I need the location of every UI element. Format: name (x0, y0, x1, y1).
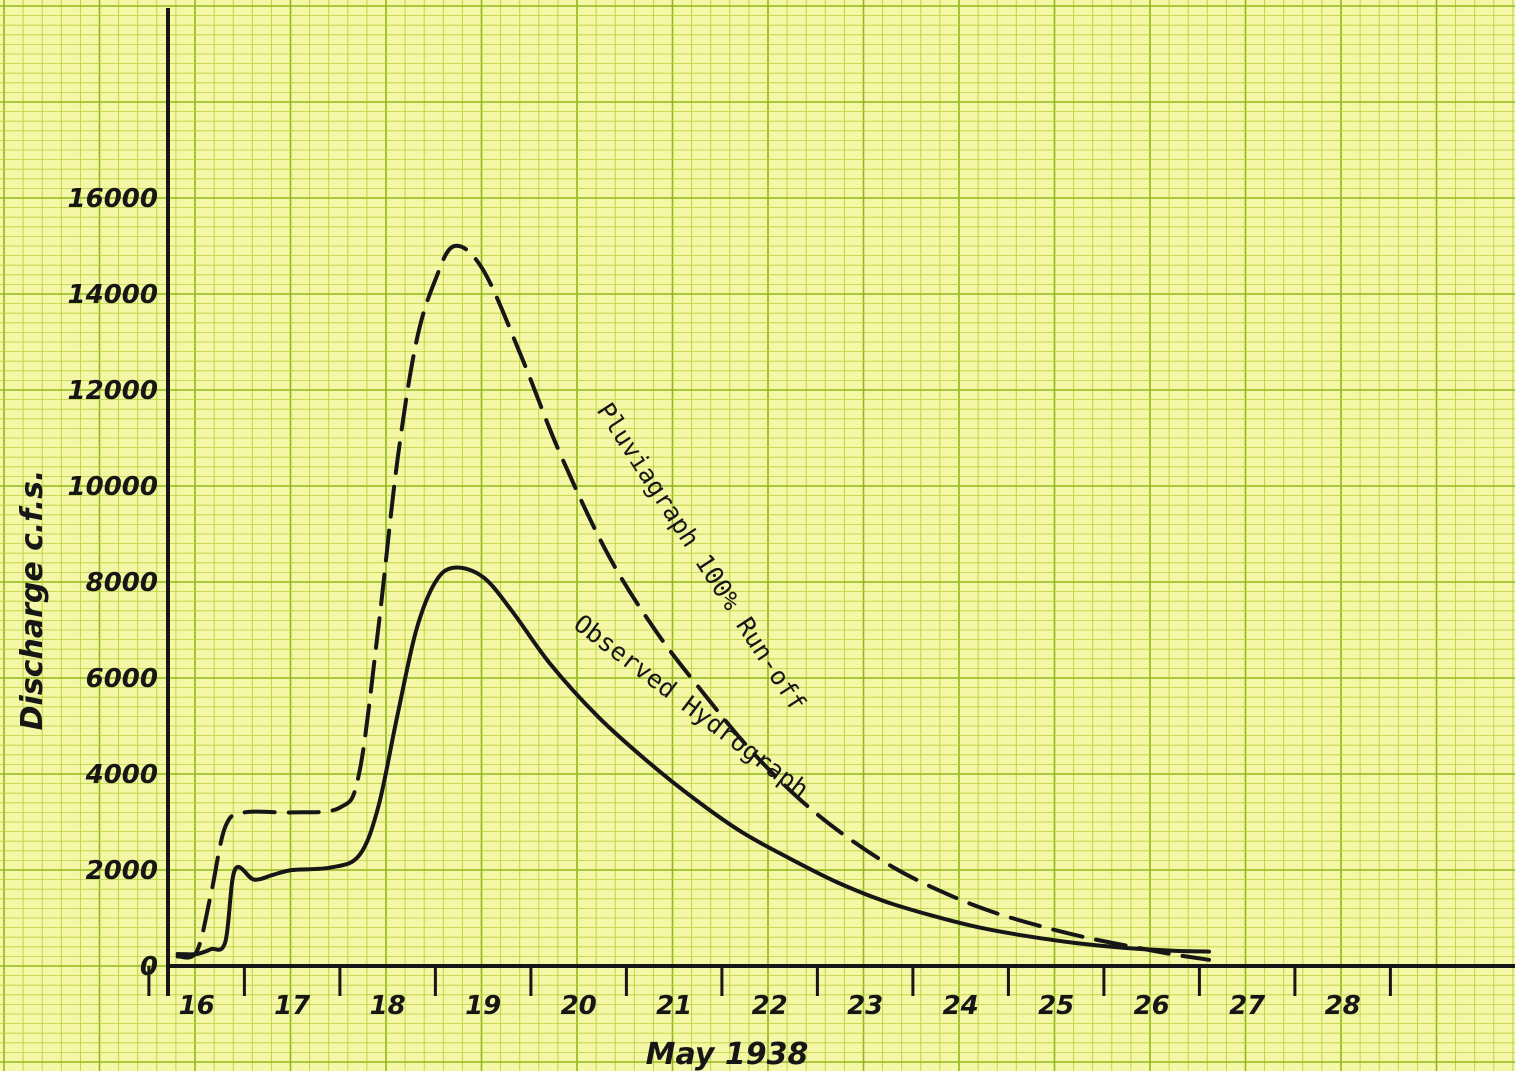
series-layer (175, 243, 1211, 962)
series-line-pluviagraph (175, 243, 1211, 962)
series-line-observed (175, 565, 1211, 957)
x-tick-label: 20 (561, 991, 597, 1021)
y-tick-label: 16000 (68, 184, 158, 214)
y-tick-label: 0 (140, 952, 158, 982)
axes-layer: 16 17 18 19 20 21 22 23 24 25 26 27 28 0 2000 4000 6000 8… (68, 8, 1515, 1021)
y-axis-title: Discharge c.f.s. (15, 470, 50, 731)
x-tick-label: 17 (274, 991, 311, 1021)
y-tick-label: 10000 (68, 472, 158, 502)
x-axis-title: May 1938 (646, 1037, 809, 1071)
x-tick-label: 23 (847, 991, 883, 1021)
y-tick-label: 14000 (68, 280, 158, 310)
y-tick-label: 6000 (86, 664, 158, 694)
y-tick-label: 12000 (68, 376, 158, 406)
x-tick-label: 21 (656, 991, 692, 1021)
x-tick-label: 24 (943, 991, 979, 1021)
x-tick-label: 26 (1134, 991, 1170, 1021)
x-tick-label: 28 (1325, 991, 1361, 1021)
x-tick-label: 18 (370, 991, 406, 1021)
x-tick-label: 19 (465, 991, 501, 1021)
x-tick-label: 27 (1229, 991, 1266, 1021)
x-tick-label: 22 (752, 991, 788, 1021)
y-tick-label: 4000 (85, 760, 158, 790)
y-tick-label: 2000 (86, 856, 158, 886)
x-tick-label: 25 (1038, 991, 1074, 1021)
x-tick-label: 16 (179, 991, 215, 1021)
y-tick-label: 8000 (86, 568, 158, 598)
